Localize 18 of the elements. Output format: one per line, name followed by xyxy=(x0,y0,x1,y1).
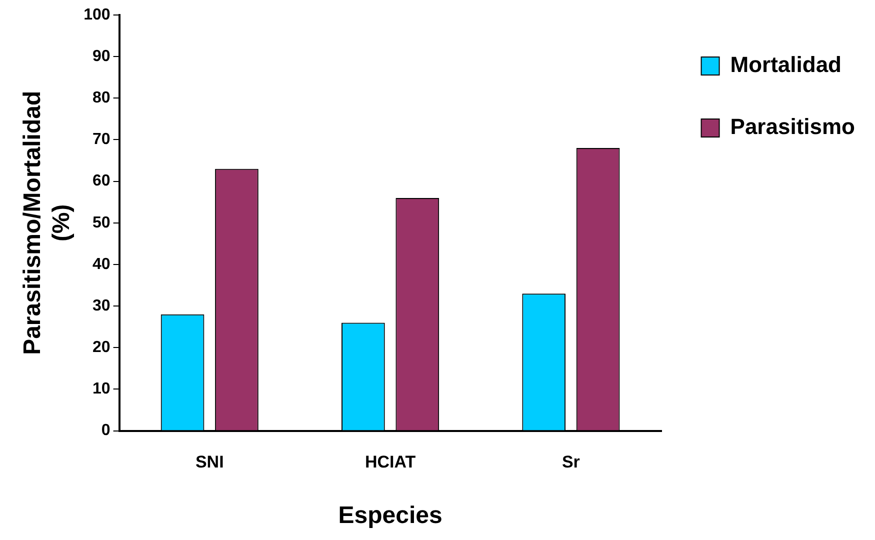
y-tick-label: 70 xyxy=(92,131,110,148)
x-tick-label: SNI xyxy=(195,452,224,472)
y-tick-label: 80 xyxy=(92,90,110,107)
x-tick-label: Sr xyxy=(562,452,580,472)
x-axis-title: Especies xyxy=(338,502,442,530)
legend-label: Mortalidad xyxy=(730,52,842,78)
x-tick-label: HCIAT xyxy=(364,452,416,472)
y-tick-label: 30 xyxy=(92,297,110,314)
y-tick-label: 20 xyxy=(92,339,110,356)
y-tick-label: 100 xyxy=(84,6,110,24)
y-axis-title: Parasitismo/Mortalidad (%) xyxy=(19,90,75,355)
y-tick-label: 0 xyxy=(101,422,110,440)
y-tick-label: 10 xyxy=(92,380,110,398)
y-tick-label: 60 xyxy=(92,172,110,190)
y-tick-label: 50 xyxy=(92,214,110,232)
y-tick-label: 90 xyxy=(92,48,110,65)
y-tick-label: 40 xyxy=(92,256,110,273)
legend-label: Parasitismo xyxy=(730,114,856,140)
